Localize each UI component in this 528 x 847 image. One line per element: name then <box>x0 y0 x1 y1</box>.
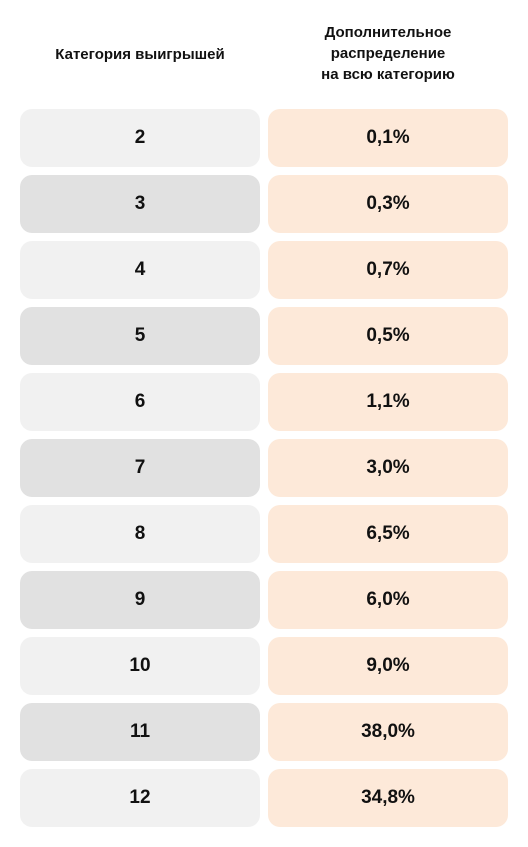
value-cell: 0,5% <box>268 307 508 365</box>
distribution-table: 2 0,1% 3 0,3% 4 0,7% 5 0,5% 6 1,1% 7 3,0… <box>20 109 508 835</box>
value-cell: 38,0% <box>268 703 508 761</box>
value-cell: 3,0% <box>268 439 508 497</box>
table-row: 12 34,8% <box>20 769 508 827</box>
value-cell: 34,8% <box>268 769 508 827</box>
category-cell: 6 <box>20 373 260 431</box>
value-cell: 1,1% <box>268 373 508 431</box>
value-cell: 9,0% <box>268 637 508 695</box>
table-row: 2 0,1% <box>20 109 508 167</box>
table-row: 6 1,1% <box>20 373 508 431</box>
category-cell: 5 <box>20 307 260 365</box>
category-cell: 4 <box>20 241 260 299</box>
category-cell: 7 <box>20 439 260 497</box>
table-row: 8 6,5% <box>20 505 508 563</box>
distribution-column-header: Дополнительное распределение на всю кате… <box>268 22 508 85</box>
value-cell: 0,7% <box>268 241 508 299</box>
category-cell: 8 <box>20 505 260 563</box>
category-cell: 2 <box>20 109 260 167</box>
table-row: 9 6,0% <box>20 571 508 629</box>
distribution-header-line-1: Дополнительное <box>324 24 452 41</box>
category-cell: 9 <box>20 571 260 629</box>
category-cell: 12 <box>20 769 260 827</box>
table-header: Категория выигрышей Дополнительное распр… <box>0 0 528 108</box>
table-row: 7 3,0% <box>20 439 508 497</box>
table-row: 11 38,0% <box>20 703 508 761</box>
table-row: 10 9,0% <box>20 637 508 695</box>
category-cell: 11 <box>20 703 260 761</box>
table-row: 4 0,7% <box>20 241 508 299</box>
value-cell: 0,3% <box>268 175 508 233</box>
category-cell: 10 <box>20 637 260 695</box>
table-row: 5 0,5% <box>20 307 508 365</box>
distribution-header-line-3: на всю категорию <box>321 66 455 83</box>
category-cell: 3 <box>20 175 260 233</box>
distribution-header-line-2: распределение <box>330 45 446 62</box>
value-cell: 6,5% <box>268 505 508 563</box>
table-row: 3 0,3% <box>20 175 508 233</box>
value-cell: 0,1% <box>268 109 508 167</box>
category-column-header: Категория выигрышей <box>55 46 225 63</box>
value-cell: 6,0% <box>268 571 508 629</box>
